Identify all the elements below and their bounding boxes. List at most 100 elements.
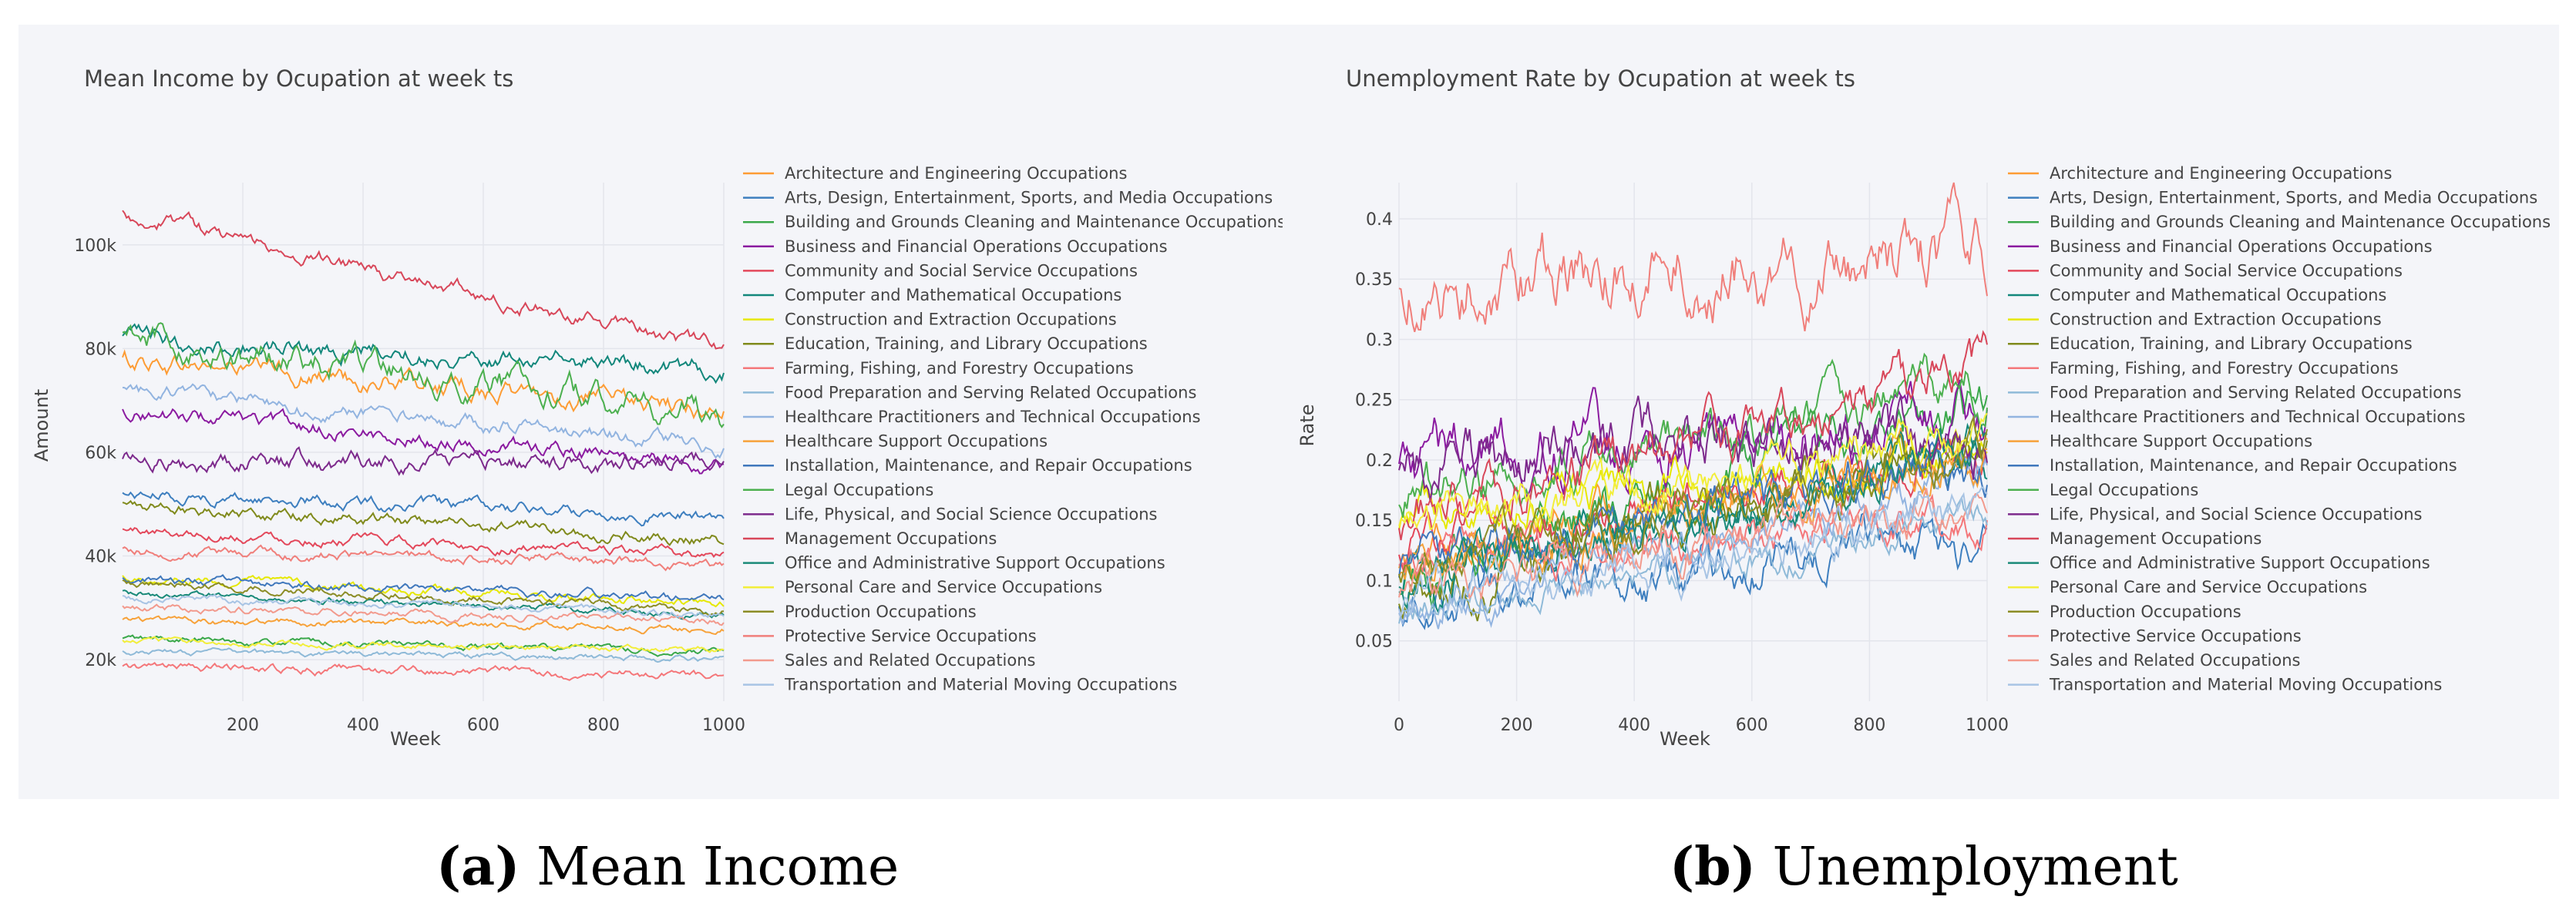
y-tick-label: 0.2 bbox=[1366, 452, 1393, 471]
unemployment-chart: Unemployment Rate by Ocupation at week t… bbox=[1296, 65, 2551, 750]
series-line bbox=[1398, 485, 1988, 617]
x-axis-label: Week bbox=[1660, 728, 1710, 750]
legend-item-label: Healthcare Support Occupations bbox=[2050, 432, 2312, 451]
legend-item-label: Office and Administrative Support Occupa… bbox=[785, 554, 1165, 572]
series-line bbox=[122, 323, 725, 384]
x-tick-label: 200 bbox=[1501, 716, 1533, 735]
legend-item-label: Protective Service Occupations bbox=[2050, 626, 2302, 645]
x-tick-label: 0 bbox=[1394, 716, 1404, 735]
legend-item-label: Protective Service Occupations bbox=[785, 626, 1037, 645]
income-chart: Mean Income by Ocupation at week ts 200 4… bbox=[31, 65, 1286, 750]
legend-item-label: Food Preparation and Serving Related Occ… bbox=[785, 383, 1196, 401]
series-line bbox=[122, 574, 725, 602]
x-ticks: 200 400 600 800 1000 bbox=[227, 716, 745, 735]
y-ticks: 0.05 0.1 0.15 0.2 0.25 0.3 0.35 0.4 bbox=[1355, 210, 1393, 652]
legend-item-label: Personal Care and Service Occupations bbox=[785, 578, 1102, 596]
income-chart-panel: Mean Income by Ocupation at week ts 200 4… bbox=[18, 25, 1286, 799]
x-tick-label: 600 bbox=[467, 716, 499, 735]
legend-item-label: Education, Training, and Library Occupat… bbox=[2050, 334, 2413, 353]
x-tick-label: 600 bbox=[1736, 716, 1768, 735]
series-line bbox=[1398, 495, 1988, 624]
series-line bbox=[122, 574, 725, 608]
caption-a-text: Mean Income bbox=[536, 837, 900, 898]
y-ticks: 20k 40k 60k 80k 100k bbox=[74, 237, 116, 670]
legend-item-label: Sales and Related Occupations bbox=[785, 651, 1035, 670]
legend-item-label: Personal Care and Service Occupations bbox=[2050, 578, 2367, 596]
legend-item-label: Sales and Related Occupations bbox=[2050, 651, 2300, 670]
series-line bbox=[122, 646, 725, 663]
y-axis-label: Amount bbox=[31, 389, 52, 462]
legend-item-label: Farming, Fishing, and Forestry Occupatio… bbox=[785, 359, 1134, 378]
legend-item-label: Architecture and Engineering Occupations bbox=[2050, 164, 2392, 183]
chart-title: Mean Income by Ocupation at week ts bbox=[84, 65, 513, 92]
y-tick-label: 80k bbox=[85, 340, 116, 359]
series-line bbox=[1398, 395, 1988, 502]
legend-item-label: Healthcare Support Occupations bbox=[785, 432, 1048, 451]
series-group bbox=[122, 210, 725, 681]
legend-item-label: Life, Physical, and Social Science Occup… bbox=[2050, 505, 2422, 523]
legend-item-label: Management Occupations bbox=[785, 529, 997, 548]
series-line bbox=[122, 661, 725, 681]
series-line bbox=[122, 527, 725, 559]
legend-item-label: Construction and Extraction Occupations bbox=[785, 311, 1117, 329]
legend-item-label: Arts, Design, Entertainment, Sports, and… bbox=[2050, 189, 2537, 207]
legend-item-label: Education, Training, and Library Occupat… bbox=[785, 334, 1148, 353]
legend-item-label: Building and Grounds Cleaning and Mainte… bbox=[785, 213, 1283, 231]
legend-item-label: Building and Grounds Cleaning and Mainte… bbox=[2050, 213, 2551, 231]
legend-item-label: Production Occupations bbox=[785, 603, 977, 621]
series-group bbox=[1398, 182, 1988, 630]
series-line bbox=[122, 408, 725, 475]
x-tick-label: 1000 bbox=[702, 716, 745, 735]
legend-item-label: Food Preparation and Serving Related Occ… bbox=[2050, 383, 2461, 401]
series-line bbox=[122, 349, 725, 420]
x-ticks: 0 200 400 600 800 1000 bbox=[1394, 716, 2009, 735]
series-line bbox=[122, 593, 725, 619]
caption-b: (b) Unemployment bbox=[1670, 836, 2178, 898]
grid bbox=[123, 183, 725, 701]
x-tick-label: 400 bbox=[1618, 716, 1650, 735]
caption-a: (a) Mean Income bbox=[436, 836, 899, 898]
series-line bbox=[122, 636, 725, 653]
legend-item-label: Architecture and Engineering Occupations bbox=[785, 164, 1127, 183]
series-line bbox=[1398, 423, 1988, 610]
y-tick-label: 0.4 bbox=[1366, 210, 1393, 230]
caption-a-label: (a) bbox=[436, 836, 520, 898]
series-line bbox=[1398, 182, 1988, 332]
series-line bbox=[1398, 441, 1988, 578]
series-line bbox=[122, 322, 725, 428]
x-tick-label: 400 bbox=[347, 716, 379, 735]
series-line bbox=[122, 210, 725, 350]
series-line bbox=[122, 634, 725, 657]
y-tick-label: 20k bbox=[85, 651, 116, 670]
series-line bbox=[1398, 412, 1988, 531]
x-tick-label: 800 bbox=[587, 716, 620, 735]
legend-item-label: Transportation and Material Moving Occup… bbox=[784, 676, 1177, 694]
y-tick-label: 100k bbox=[74, 237, 116, 256]
legend-item-label: Computer and Mathematical Occupations bbox=[2050, 286, 2386, 304]
y-axis-label: Rate bbox=[1296, 404, 1318, 446]
legend-item-label: Arts, Design, Entertainment, Sports, and… bbox=[785, 189, 1273, 207]
legend-item-label: Office and Administrative Support Occupa… bbox=[2050, 554, 2430, 572]
series-line bbox=[122, 446, 725, 476]
y-tick-label: 0.15 bbox=[1355, 512, 1393, 531]
legend-item-label: Farming, Fishing, and Forestry Occupatio… bbox=[2050, 359, 2399, 378]
legend-item-label: Life, Physical, and Social Science Occup… bbox=[785, 505, 1157, 523]
series-line bbox=[1398, 422, 1988, 615]
caption-b-label: (b) bbox=[1670, 836, 1756, 898]
caption-b-text: Unemployment bbox=[1772, 837, 2178, 898]
legend-item-label: Legal Occupations bbox=[785, 481, 933, 499]
y-tick-label: 0.05 bbox=[1355, 633, 1393, 652]
series-line bbox=[1398, 447, 1988, 630]
y-tick-label: 0.3 bbox=[1366, 331, 1393, 350]
y-tick-label: 0.35 bbox=[1355, 270, 1393, 290]
x-tick-label: 800 bbox=[1853, 716, 1885, 735]
legend-item-label: Legal Occupations bbox=[2050, 481, 2198, 499]
series-line bbox=[122, 499, 725, 546]
series-line bbox=[122, 491, 725, 527]
legend-item-label: Community and Social Service Occupations bbox=[2050, 261, 2403, 280]
unemployment-chart-panel: Unemployment Rate by Ocupation at week t… bbox=[1283, 25, 2559, 799]
legend-item-label: Business and Financial Operations Occupa… bbox=[785, 237, 1168, 256]
series-line bbox=[122, 615, 725, 636]
series-line bbox=[122, 603, 725, 626]
legend-item-label: Business and Financial Operations Occupa… bbox=[2050, 237, 2433, 256]
